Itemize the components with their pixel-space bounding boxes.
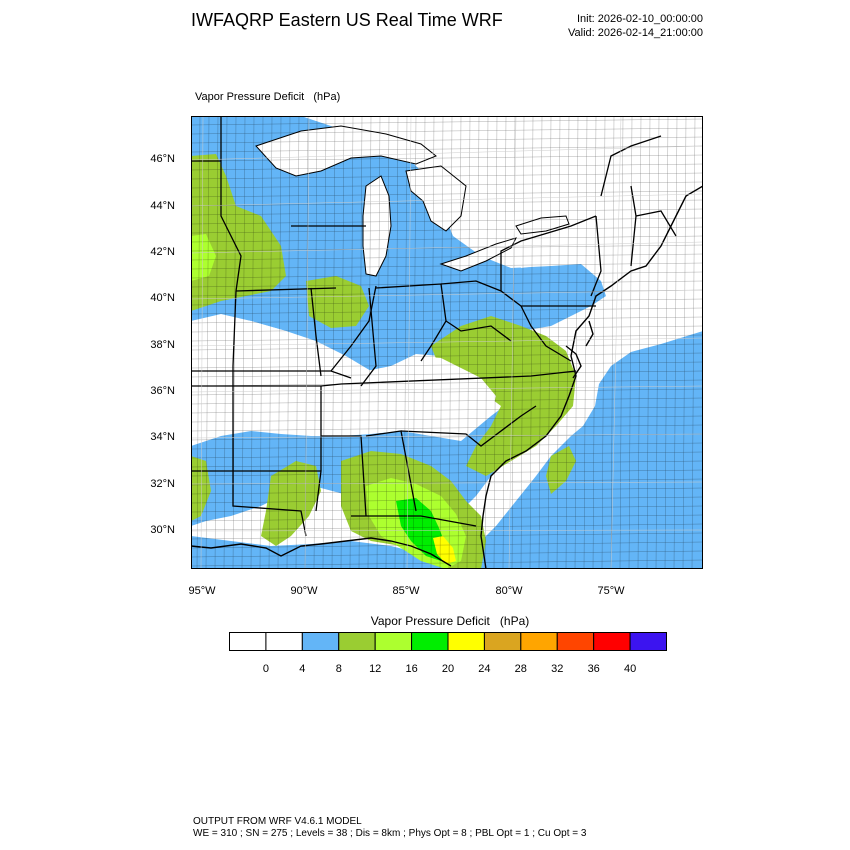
- colorbar-label-28: 28: [514, 663, 527, 675]
- state-borders: [191, 116, 677, 537]
- county-grid: [191, 116, 703, 569]
- colorbar-label-4: 4: [299, 663, 306, 675]
- lat-tick-40: 40°N: [150, 292, 175, 304]
- colorbar-box-0: [229, 632, 267, 651]
- colorbar: [229, 632, 667, 651]
- colorbar-box-2: [301, 632, 340, 651]
- colorbar-label-24: 24: [478, 663, 491, 675]
- colorbar-label-20: 20: [441, 663, 455, 675]
- lat-tick-30: 30°N: [150, 524, 175, 536]
- vpd-region-yellow: [433, 536, 456, 564]
- colorbar-box-7: [483, 632, 522, 651]
- field-subtitle: Vapor Pressure Deficit (hPa): [195, 91, 341, 103]
- colorbar-box-8: [520, 632, 558, 651]
- lat-tick-38: 38°N: [150, 339, 175, 351]
- lon-tick-95: 95°W: [188, 585, 216, 597]
- atlantic-ocean: [466, 331, 703, 569]
- colorbar-label-8: 8: [335, 663, 342, 675]
- colorbar-label-16: 16: [405, 663, 418, 675]
- colorbar-box-6: [447, 632, 485, 651]
- footer-config-line: WE = 310 ; SN = 275 ; Levels = 38 ; Dis …: [193, 828, 587, 839]
- colorbar-label-32: 32: [551, 663, 564, 675]
- vpd-map: [191, 116, 703, 569]
- colorbar-box-10: [593, 632, 631, 651]
- lat-tick-32: 32°N: [150, 478, 175, 490]
- lon-tick-75: 75°W: [597, 585, 625, 597]
- colorbar-box-1: [265, 632, 303, 651]
- vpd-region-olivegreen-atlantic-shelf: [546, 446, 576, 494]
- lon-tick-90: 90°W: [290, 585, 318, 597]
- colorbar-box-9: [556, 632, 595, 651]
- lake-ontario: [515, 215, 570, 235]
- init-time: Init: 2026-02-10_00:00:00: [577, 13, 703, 25]
- lat-tick-42: 42°N: [150, 246, 175, 258]
- graticule: [191, 116, 703, 569]
- lon-tick-80: 80°W: [495, 585, 523, 597]
- lat-tick-44: 44°N: [150, 200, 175, 212]
- lake-superior: [255, 125, 437, 177]
- colorbar-title: Vapor Pressure Deficit (hPa): [370, 614, 530, 628]
- colorbar-label-36: 36: [587, 663, 600, 675]
- footer-model-line: OUTPUT FROM WRF V4.6.1 MODEL: [193, 816, 362, 827]
- colorbar-box-5: [411, 632, 449, 651]
- vpd-region-blue-north: [191, 116, 606, 371]
- coastline: [191, 185, 703, 569]
- lat-tick-36: 36°N: [150, 385, 175, 397]
- colorbar-box-11: [629, 632, 667, 651]
- gulf-coastal-water: [191, 536, 471, 569]
- lat-tick-46: 46°N: [150, 153, 175, 165]
- lon-tick-85: 85°W: [392, 585, 420, 597]
- vpd-region-olivegreen-texas: [191, 456, 211, 521]
- vpd-region-white-mississippi: [191, 314, 496, 444]
- lat-tick-34: 34°N: [150, 431, 175, 443]
- vpd-region-lightgreen-west: [191, 234, 216, 281]
- colorbar-box-4: [374, 632, 413, 651]
- colorbar-label-40: 40: [623, 663, 637, 675]
- colorbar-label-0: 0: [262, 663, 269, 675]
- colorbar-box-3: [338, 632, 376, 651]
- map-title: IWFAQRP Eastern US Real Time WRF: [191, 10, 503, 30]
- map-frame: [191, 116, 703, 569]
- colorbar-label-12: 12: [369, 663, 382, 675]
- valid-time: Valid: 2026-02-14_21:00:00: [568, 27, 703, 39]
- vpd-region-white-northeast: [501, 156, 703, 346]
